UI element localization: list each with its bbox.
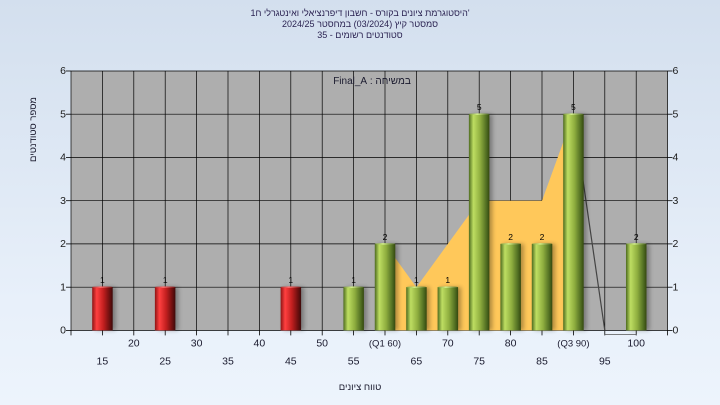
svg-text:1: 1 [288, 275, 293, 285]
svg-text:(Q3 90): (Q3 90) [557, 338, 589, 349]
svg-text:85: 85 [536, 356, 548, 368]
svg-text:1: 1 [100, 275, 105, 285]
svg-text:1: 1 [351, 275, 356, 285]
svg-text:55: 55 [348, 356, 360, 368]
svg-text:30: 30 [191, 337, 203, 349]
svg-text:2: 2 [383, 232, 388, 242]
svg-text:45: 45 [285, 356, 297, 368]
svg-text:100: 100 [627, 337, 645, 349]
svg-text:0: 0 [673, 325, 679, 337]
svg-text:5: 5 [477, 102, 482, 112]
svg-text:6: 6 [673, 65, 679, 77]
svg-text:2: 2 [634, 232, 639, 242]
svg-text:75: 75 [473, 356, 485, 368]
svg-text:1: 1 [414, 275, 419, 285]
svg-text:5: 5 [673, 108, 679, 120]
svg-text:2: 2 [508, 232, 513, 242]
svg-text:15: 15 [97, 356, 109, 368]
svg-text:2: 2 [540, 232, 545, 242]
svg-text:25: 25 [159, 356, 171, 368]
svg-text:1: 1 [163, 275, 168, 285]
svg-text:3: 3 [673, 195, 679, 207]
svg-text:70: 70 [442, 337, 454, 349]
svg-text:1: 1 [673, 281, 679, 293]
svg-text:4: 4 [673, 152, 679, 164]
svg-text:1: 1 [445, 275, 450, 285]
svg-text:35: 35 [222, 356, 234, 368]
svg-text:2: 2 [673, 238, 679, 250]
svg-text:5: 5 [571, 102, 576, 112]
svg-text:95: 95 [599, 356, 611, 368]
svg-text:65: 65 [411, 356, 423, 368]
svg-text:80: 80 [505, 337, 517, 349]
svg-text:(Q1 60): (Q1 60) [369, 338, 401, 349]
svg-text:50: 50 [316, 337, 328, 349]
svg-text:40: 40 [254, 337, 266, 349]
svg-text:20: 20 [128, 337, 140, 349]
